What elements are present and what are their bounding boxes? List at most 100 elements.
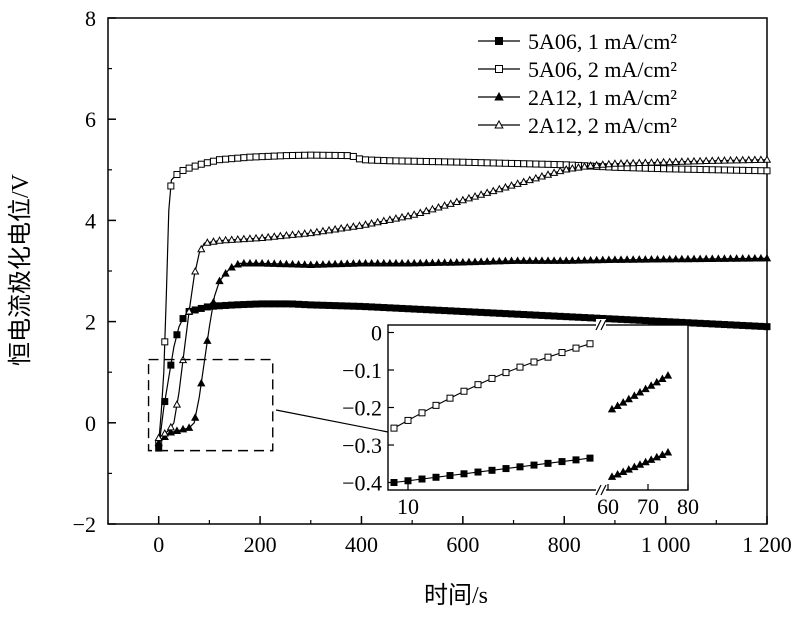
data-point [355,258,364,267]
data-point [392,157,400,165]
data-point [556,312,564,320]
data-point [209,297,218,306]
data-point [435,306,443,314]
data-point [654,165,662,173]
data-point [240,154,248,162]
data-point [386,157,394,165]
data-point [367,258,376,267]
axis-break-mark [600,319,607,331]
data-point [239,258,249,267]
data-point [154,438,163,447]
series-markers-4 [154,155,772,442]
data-point [362,156,370,164]
inset-data-point [572,344,580,352]
data-point [647,317,655,325]
data-point [355,221,364,229]
data-point [410,305,418,313]
data-point [221,235,230,244]
data-point [300,260,309,268]
data-point [665,157,674,166]
data-point [750,155,759,163]
data-point [398,304,406,312]
data-point [623,316,631,324]
data-point [587,314,595,322]
data-point [727,166,735,174]
zoom-connector [275,409,389,433]
data-point [324,259,334,268]
inset-y-tick-label: −0.2 [342,396,382,421]
data-point [160,432,169,441]
data-point [343,259,352,267]
y-tick-label: 4 [85,208,96,233]
data-point [514,160,522,168]
x-tick-label: 400 [345,532,378,557]
data-point [172,426,182,434]
data-point [622,158,632,167]
data-point [251,258,261,267]
inset-data-point [607,472,617,480]
data-point [379,216,388,225]
inset-data-point [572,456,580,464]
data-point [257,258,267,267]
data-point [257,233,267,241]
data-point [313,301,321,309]
data-point [397,258,407,267]
y-tick-label: 2 [85,310,96,335]
data-point [282,300,290,308]
data-point [592,255,601,264]
legend-label: 5A06, 2 mA/cm² [528,57,677,82]
inset-data-point [530,461,538,469]
inset-data-point [474,468,482,476]
data-point [203,303,211,311]
series-line-3 [158,257,768,444]
inset-data-point [516,463,524,471]
series-markers-1 [155,300,771,452]
data-point [708,156,717,164]
inset-y-tick-label: −0.3 [342,433,382,458]
data-point [598,160,607,168]
data-point [465,308,473,316]
data-point [654,317,662,325]
data-point [179,166,187,174]
data-point [641,164,649,172]
data-point [239,234,249,243]
data-point [739,166,747,174]
legend-marker [494,119,504,129]
data-point [476,257,486,265]
data-point [653,254,662,263]
data-point [191,413,200,421]
data-point [422,206,431,215]
data-point [666,165,674,173]
data-point [453,307,461,315]
data-point [672,318,680,326]
data-point [367,218,376,227]
inset-data-point [624,465,633,473]
data-point [544,312,552,320]
data-point [453,158,461,166]
data-point [477,308,485,316]
inset-data-point [558,349,566,357]
data-point [495,256,504,265]
data-point [702,254,711,263]
data-point [495,309,503,317]
data-point [532,311,540,319]
inset-data-point [544,353,552,361]
data-point [337,259,346,268]
data-point [197,244,206,253]
data-point [531,256,540,264]
data-point [197,378,206,387]
legend: 5A06, 1 mA/cm² 5A06, 2 mA/cm² 2A12, 1 mA/c… [478,29,677,138]
data-point [398,157,406,165]
inset-data-point [390,479,398,486]
data-point [197,304,205,312]
data-point [385,215,394,223]
legend-label: 5A06, 1 mA/cm² [528,29,677,54]
data-point [702,166,710,174]
data-point [538,311,546,319]
data-point [228,301,236,309]
data-point [720,254,729,262]
y-tick-label: −2 [73,512,96,537]
data-point [233,235,242,243]
data-point [270,232,279,240]
